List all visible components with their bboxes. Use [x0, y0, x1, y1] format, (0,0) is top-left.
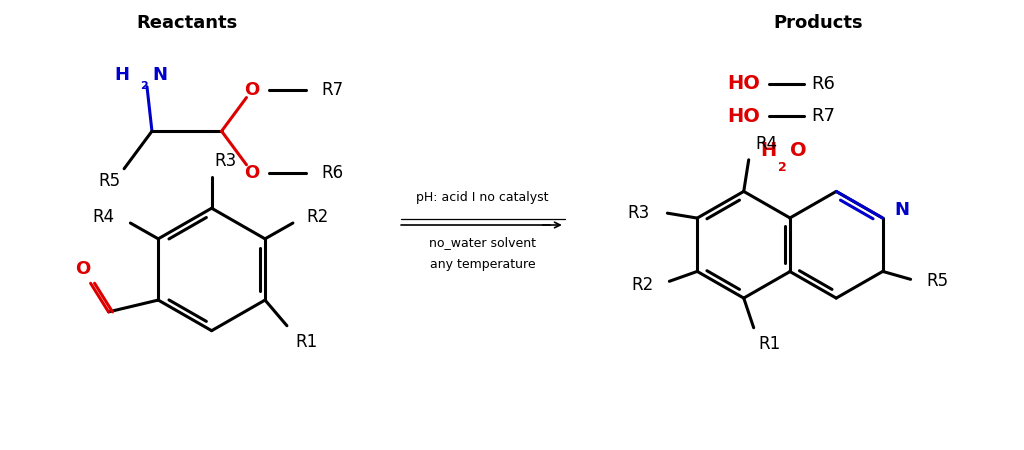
- Text: any temperature: any temperature: [430, 258, 536, 271]
- Text: HO: HO: [727, 107, 760, 126]
- Text: R1: R1: [759, 334, 781, 352]
- Text: N: N: [895, 201, 909, 219]
- Text: R7: R7: [811, 108, 836, 126]
- Text: O: O: [244, 164, 259, 182]
- Text: R7: R7: [322, 81, 343, 99]
- Text: no_water solvent: no_water solvent: [429, 236, 537, 249]
- Text: R3: R3: [215, 152, 237, 170]
- Text: O: O: [791, 141, 807, 161]
- Text: N: N: [152, 66, 167, 84]
- Text: R5: R5: [98, 171, 120, 189]
- Text: R4: R4: [756, 135, 778, 153]
- Text: 2: 2: [777, 161, 786, 174]
- Text: HO: HO: [727, 74, 760, 93]
- Text: R3: R3: [628, 204, 649, 222]
- Text: pH: acid I no catalyst: pH: acid I no catalyst: [417, 191, 549, 204]
- Text: R2: R2: [307, 208, 329, 226]
- Text: 2: 2: [140, 81, 147, 91]
- Text: R2: R2: [631, 276, 653, 294]
- Text: O: O: [244, 81, 259, 99]
- Text: R4: R4: [92, 208, 115, 226]
- Text: H: H: [114, 66, 129, 84]
- Text: R1: R1: [295, 333, 317, 351]
- Text: R6: R6: [322, 164, 343, 182]
- Text: R5: R5: [927, 272, 948, 290]
- Text: Products: Products: [773, 14, 863, 32]
- Text: R6: R6: [811, 75, 836, 93]
- Text: Reactants: Reactants: [136, 14, 238, 32]
- Text: O: O: [75, 261, 90, 279]
- Text: H: H: [761, 141, 777, 161]
